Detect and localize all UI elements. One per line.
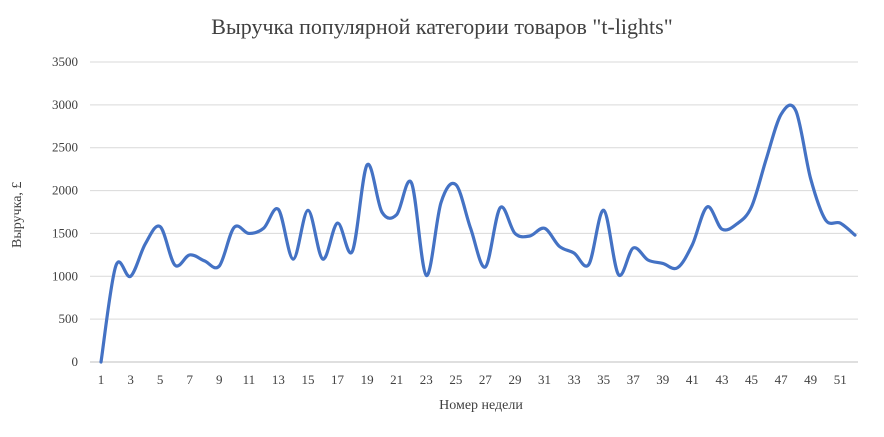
data-point [632, 247, 635, 250]
y-tick-label: 1500 [52, 225, 78, 240]
data-point [543, 227, 546, 230]
data-point [203, 259, 206, 262]
x-tick-label: 23 [420, 372, 433, 387]
data-point [691, 243, 694, 246]
data-point [366, 163, 369, 166]
data-point [233, 226, 236, 229]
data-point [602, 209, 605, 212]
data-point [528, 235, 531, 238]
x-tick-label: 29 [508, 372, 521, 387]
data-point [469, 227, 472, 230]
x-tick-label: 1 [98, 372, 105, 387]
chart-title: Выручка популярной категории товаров "t-… [211, 14, 673, 39]
y-tick-label: 3000 [52, 97, 78, 112]
data-point [706, 205, 709, 208]
x-tick-label: 27 [479, 372, 493, 387]
y-tick-label: 2000 [52, 183, 78, 198]
data-point [247, 232, 250, 235]
data-point [425, 274, 428, 277]
data-point [499, 206, 502, 209]
series-line [99, 103, 857, 364]
x-tick-label: 39 [656, 372, 669, 387]
data-point [395, 213, 398, 216]
y-tick-label: 2500 [52, 140, 78, 155]
data-point [676, 266, 679, 269]
x-tick-label: 31 [538, 372, 551, 387]
data-point [735, 223, 738, 226]
data-point [750, 205, 753, 208]
x-tick-label: 5 [157, 372, 164, 387]
data-point [809, 177, 812, 180]
x-tick-label: 35 [597, 372, 610, 387]
data-point [617, 273, 620, 276]
x-tick-label: 45 [745, 372, 758, 387]
data-point [780, 113, 783, 116]
x-tick-label: 9 [216, 372, 223, 387]
data-point [440, 201, 443, 204]
x-tick-label: 41 [686, 372, 699, 387]
data-point [839, 222, 842, 225]
data-point [573, 252, 576, 255]
data-point [129, 275, 132, 278]
x-axis-label: Номер недели [439, 398, 523, 413]
data-point [114, 265, 117, 268]
data-point [484, 265, 487, 268]
data-point [306, 209, 309, 212]
data-point [454, 183, 457, 186]
data-point [661, 262, 664, 265]
data-point [824, 218, 827, 221]
x-tick-label: 7 [186, 372, 193, 387]
data-point [218, 265, 221, 268]
data-point [351, 250, 354, 253]
data-point [159, 225, 162, 228]
data-point [144, 242, 147, 245]
x-tick-label: 17 [331, 372, 345, 387]
data-point [188, 253, 191, 256]
x-tick-label: 37 [627, 372, 641, 387]
x-tick-label: 13 [272, 372, 285, 387]
data-point [277, 208, 280, 211]
x-tick-label: 33 [568, 372, 581, 387]
data-point [647, 259, 650, 262]
data-point [173, 264, 176, 267]
data-point [558, 245, 561, 248]
x-tick-label: 25 [449, 372, 462, 387]
data-point [380, 211, 383, 214]
data-point [292, 258, 295, 261]
x-tick-label: 19 [361, 372, 374, 387]
data-point [720, 228, 723, 231]
data-point [854, 234, 857, 237]
x-tick-label: 49 [804, 372, 817, 387]
data-point [794, 109, 797, 112]
x-tick-label: 51 [834, 372, 847, 387]
data-point [100, 361, 103, 364]
data-point [262, 227, 265, 230]
x-tick-label: 15 [301, 372, 314, 387]
data-point [765, 157, 768, 160]
data-point [321, 258, 324, 261]
y-tick-label: 500 [59, 311, 79, 326]
x-tick-label: 47 [775, 372, 789, 387]
x-tick-label: 21 [390, 372, 403, 387]
x-tick-label: 3 [127, 372, 134, 387]
x-tick-label: 43 [715, 372, 728, 387]
x-tick-label: 11 [243, 372, 256, 387]
data-point [410, 181, 413, 184]
y-tick-label: 3500 [52, 54, 78, 69]
y-tick-label: 1000 [52, 268, 78, 283]
y-tick-label: 0 [72, 354, 79, 369]
data-point [587, 263, 590, 266]
data-point [513, 232, 516, 235]
data-point [336, 222, 339, 225]
